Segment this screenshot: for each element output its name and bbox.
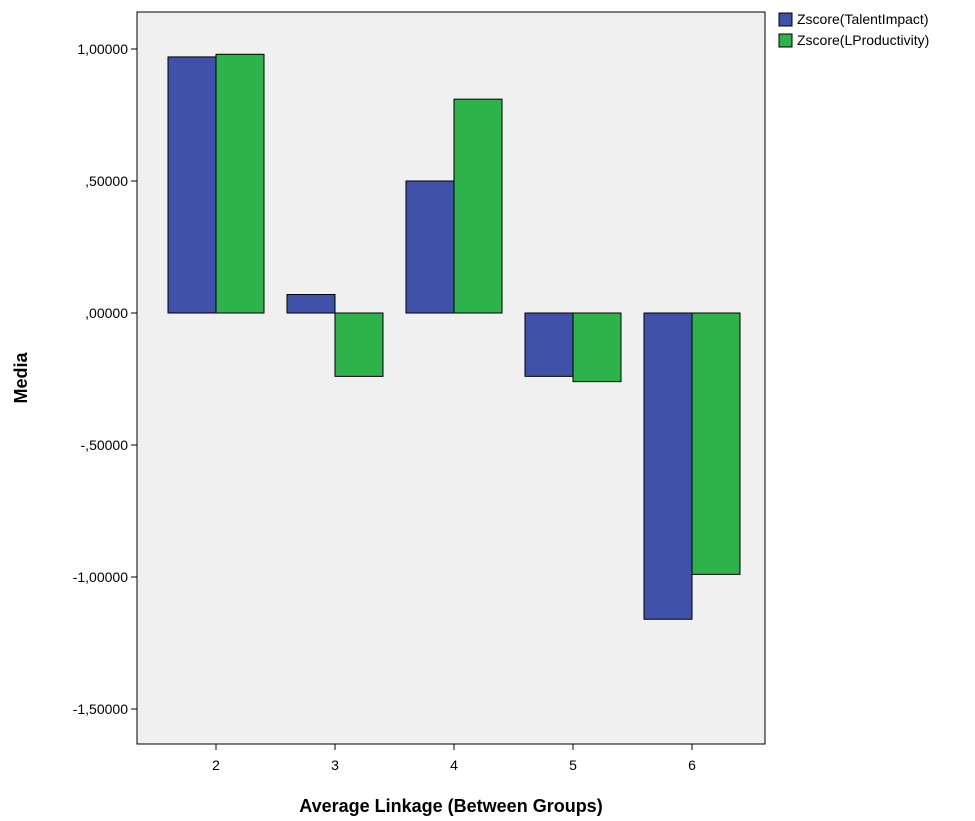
y-tick-label: -1,00000 xyxy=(73,569,128,585)
legend: Zscore(TalentImpact) Zscore(LProductivity… xyxy=(778,11,929,48)
y-tick-label: -,50000 xyxy=(81,437,129,453)
y-tick-label: ,50000 xyxy=(85,173,128,189)
x-tick-label: 5 xyxy=(569,757,577,773)
bar-talentimpact-2 xyxy=(167,56,217,314)
y-axis: 1,00000 ,50000 ,00000 -,50000 -1,00000 -1,500… xyxy=(73,41,137,717)
legend-label: Zscore(TalentImpact) xyxy=(797,11,928,27)
x-axis: 2 3 4 5 6 xyxy=(212,744,696,773)
x-tick-label: 4 xyxy=(450,757,458,773)
legend-label: Zscore(LProductivity) xyxy=(797,32,929,48)
y-tick-label: -1,50000 xyxy=(73,701,128,717)
legend-swatch xyxy=(778,33,793,48)
bar-lproductivity-6 xyxy=(691,312,741,575)
bar-lproductivity-4 xyxy=(453,98,503,314)
x-axis-title: Average Linkage (Between Groups) xyxy=(299,796,602,816)
bar-talentimpact-4 xyxy=(405,180,455,314)
bars xyxy=(167,53,741,620)
bar-lproductivity-3 xyxy=(334,312,384,377)
legend-swatch xyxy=(778,12,793,27)
y-axis-title: Media xyxy=(11,352,31,404)
bar-talentimpact-5 xyxy=(524,312,574,377)
x-tick-label: 6 xyxy=(688,757,696,773)
y-tick-label: ,00000 xyxy=(85,305,128,321)
bar-talentimpact-3 xyxy=(286,294,336,314)
y-tick-label: 1,00000 xyxy=(77,41,128,57)
x-tick-label: 3 xyxy=(331,757,339,773)
bar-lproductivity-2 xyxy=(215,53,265,314)
bar-lproductivity-5 xyxy=(572,312,622,383)
x-tick-label: 2 xyxy=(212,757,220,773)
bar-talentimpact-6 xyxy=(643,312,693,620)
